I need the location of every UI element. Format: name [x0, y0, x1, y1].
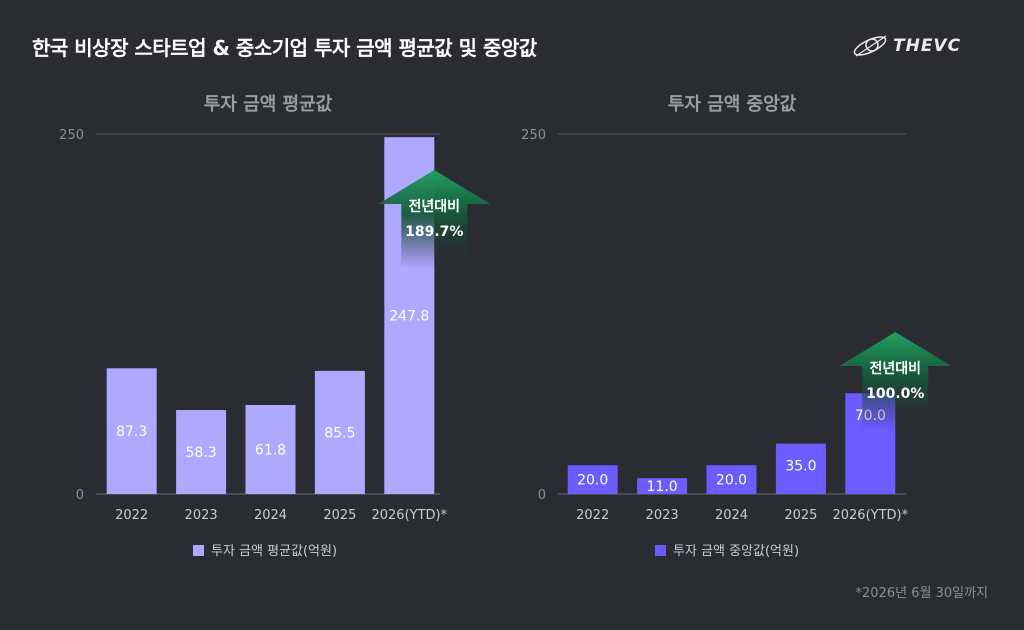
mean-legend-label: 투자 금액 평균값(억원)	[211, 544, 337, 559]
mean-bar-1	[176, 410, 227, 494]
median-bar-3	[775, 443, 826, 494]
mean-value-label-3: 85.5	[324, 425, 355, 441]
median-xtick-4: 2026(YTD)*	[832, 508, 908, 523]
median-value-label-3: 35.0	[785, 459, 816, 475]
mean-chart-title: 투자 금액 평균값	[204, 94, 333, 115]
median-yoy-value: 100.0%	[866, 386, 924, 402]
page-title: 한국 비상장 스타트업 & 중소기업 투자 금액 평균값 및 중앙값	[32, 36, 537, 60]
brand-logo-text: THEVC	[893, 36, 962, 56]
mean-yoy-label: 전년대비	[409, 198, 461, 215]
mean-xtick-1: 2023	[185, 508, 218, 523]
median-xtick-2: 2024	[715, 508, 748, 523]
median-bar-1	[637, 478, 688, 494]
mean-ytick-min: 0	[76, 488, 84, 503]
median-value-label-1: 11.0	[647, 479, 678, 495]
mean-value-label-2: 61.8	[255, 443, 286, 459]
median-ytick-min: 0	[538, 488, 546, 503]
mean-xtick-4: 2026(YTD)*	[371, 508, 447, 523]
mean-yoy-arrow	[378, 170, 491, 268]
median-legend-swatch	[655, 545, 666, 556]
median-bar-2	[706, 465, 757, 494]
median-xtick-0: 2022	[576, 508, 609, 523]
mean-bar-2	[245, 405, 296, 494]
median-xtick-3: 2025	[784, 508, 817, 523]
orbit-logo-icon	[853, 35, 887, 57]
mean-yoy-value: 189.7%	[405, 224, 463, 240]
mean-xtick-3: 2025	[323, 508, 356, 523]
footnote: *2026년 6월 30일까지	[855, 586, 988, 601]
mean-value-label-4: 247.8	[389, 309, 429, 325]
median-bar-0	[567, 465, 618, 494]
median-value-label-0: 20.0	[577, 473, 608, 489]
mean-ytick-max: 250	[59, 128, 84, 143]
median-legend-label: 투자 금액 중앙값(억원)	[673, 544, 799, 559]
mean-value-label-0: 87.3	[116, 424, 147, 440]
median-yoy-label: 전년대비	[870, 360, 922, 377]
median-xtick-1: 2023	[646, 508, 679, 523]
mean-value-label-1: 58.3	[186, 445, 217, 461]
mean-xtick-0: 2022	[115, 508, 148, 523]
mean-bar-3	[314, 370, 365, 494]
median-ytick-max: 250	[521, 128, 546, 143]
mean-bar-0	[106, 368, 157, 494]
mean-xtick-2: 2024	[254, 508, 287, 523]
median-value-label-2: 20.0	[716, 473, 747, 489]
median-chart-title: 투자 금액 중앙값	[668, 94, 797, 115]
median-yoy-arrow	[839, 332, 952, 430]
mean-legend-swatch	[193, 545, 204, 556]
